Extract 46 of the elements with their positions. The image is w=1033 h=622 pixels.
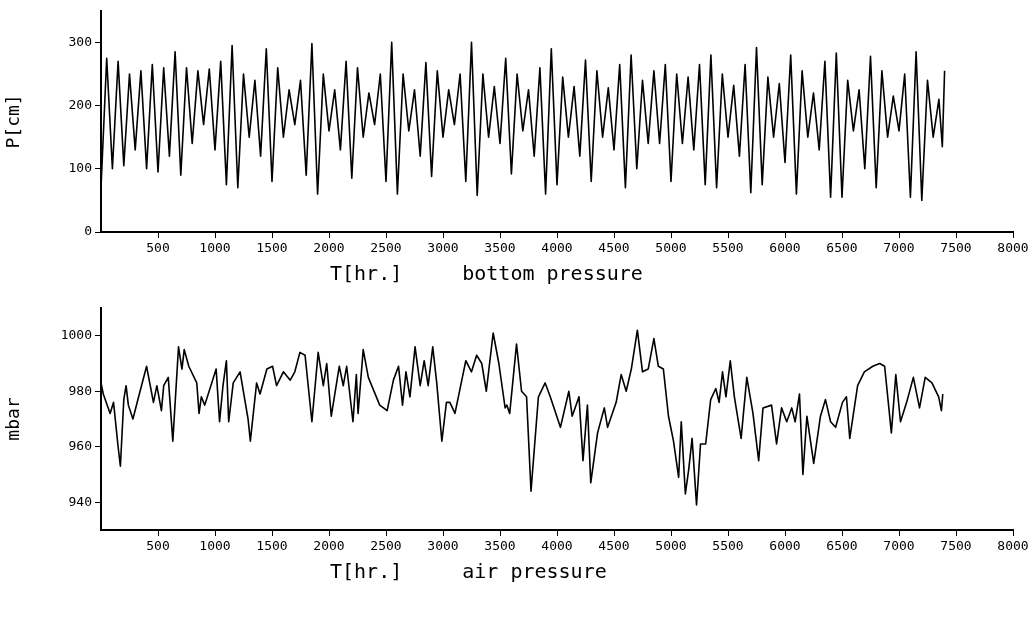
y-axis-title: P[cm] [2,94,24,149]
x-tick-label: 6000 [769,240,801,256]
x-tick-label: 1000 [199,538,231,554]
x-tick-label: 2000 [313,538,345,554]
x-tick-label: 1500 [256,538,288,554]
x-tick-label: 500 [146,240,170,256]
y-tick-label: 940 [68,493,92,509]
y-tick-label: 1000 [60,327,92,343]
x-tick-label: 2000 [313,240,345,256]
x-tick-label: 6500 [826,240,858,256]
y-tick-label: 980 [68,382,92,398]
x-tick-label: 6500 [826,538,858,554]
x-tick-label: 1500 [256,240,288,256]
x-tick-label: 7000 [883,538,915,554]
y-tick-label: 100 [68,160,92,176]
x-axis-title: T[hr.] [330,261,403,285]
x-tick-label: 7000 [883,240,915,256]
text: bottom pressure [462,261,643,285]
x-tick-label: 4500 [598,240,630,256]
x-tick-label: 3000 [427,240,459,256]
y-tick-label: 960 [68,438,92,454]
x-axis-title: T[hr.] [330,559,403,583]
x-tick-label: 4000 [541,538,573,554]
text: air pressure [462,559,607,583]
x-tick-label: 500 [146,538,170,554]
x-tick-label: 8000 [997,240,1029,256]
x-tick-label: 2500 [370,240,402,256]
x-tick-label: 3500 [484,240,516,256]
x-tick-label: 1000 [199,240,231,256]
x-tick-label: 8000 [997,538,1029,554]
x-tick-label: 5500 [712,538,744,554]
x-tick-label: 2500 [370,538,402,554]
x-tick-label: 3000 [427,538,459,554]
x-tick-label: 5000 [655,240,687,256]
x-tick-label: 5000 [655,538,687,554]
x-tick-label: 6000 [769,538,801,554]
x-tick-label: 3500 [484,538,516,554]
y-axis-title: mbar [2,397,24,441]
y-tick-label: 0 [84,223,92,239]
x-tick-label: 5500 [712,240,744,256]
x-tick-label: 4000 [541,240,573,256]
x-tick-label: 7500 [940,240,972,256]
x-tick-label: 4500 [598,538,630,554]
x-tick-label: 7500 [940,538,972,554]
y-tick-label: 300 [68,33,92,49]
y-tick-label: 200 [68,96,92,112]
